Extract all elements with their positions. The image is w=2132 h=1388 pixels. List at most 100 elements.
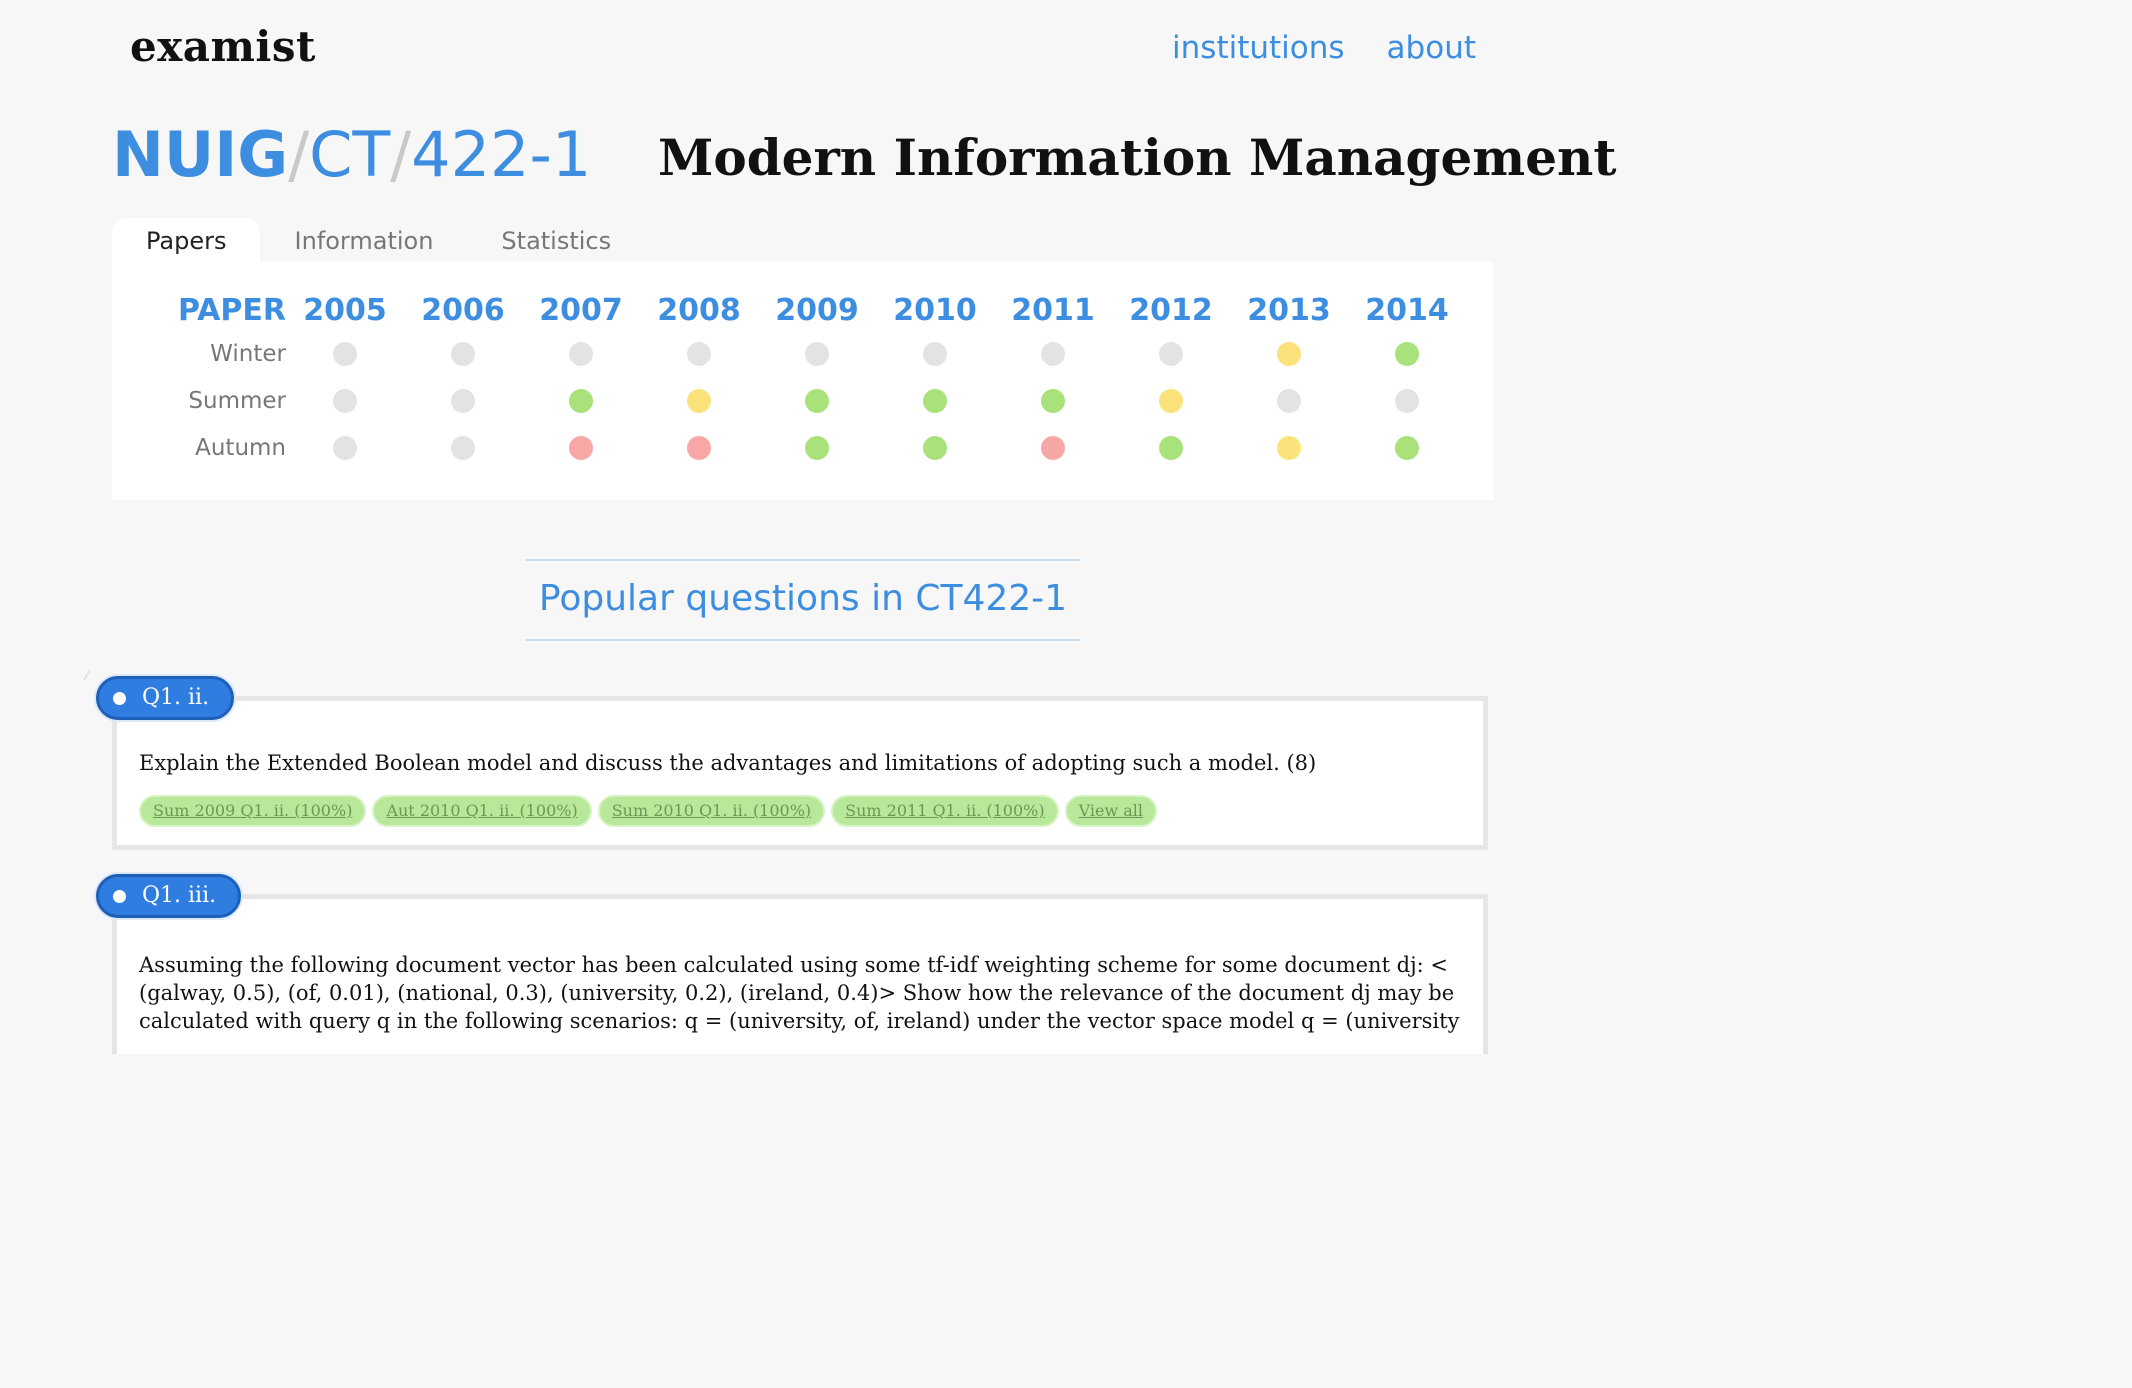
- breadcrumb-course[interactable]: 422-1: [411, 118, 592, 191]
- year-header: 2007: [539, 292, 623, 328]
- paper-cell: [522, 424, 640, 471]
- brand-logo[interactable]: examist: [130, 22, 316, 71]
- bullet-icon: [113, 889, 126, 903]
- question-card: Assuming the following document vector h…: [112, 894, 1488, 1054]
- paper-status-dot[interactable]: [451, 341, 475, 366]
- paper-cell: [758, 424, 876, 471]
- papers-panel: [112, 262, 1494, 500]
- paper-status-dot[interactable]: [1277, 435, 1301, 460]
- paper-cell: [640, 377, 758, 424]
- card-fold-decoration: [83, 670, 101, 680]
- paper-status-dot[interactable]: [333, 341, 357, 366]
- question-card: Explain the Extended Boolean model and d…: [112, 696, 1488, 850]
- top-nav: institutions about: [1172, 30, 1476, 66]
- occurrence-chip[interactable]: Sum 2011 Q1. ii. (100%): [831, 795, 1059, 827]
- tab-papers[interactable]: Papers: [112, 218, 261, 264]
- paper-cell: [404, 424, 522, 471]
- paper-status-dot[interactable]: [687, 341, 711, 366]
- question-text: Explain the Extended Boolean model and d…: [139, 751, 1317, 775]
- paper-cell: [1112, 377, 1230, 424]
- question-tag[interactable]: Q1. iii.: [96, 874, 242, 918]
- year-header: 2013: [1247, 292, 1331, 328]
- paper-status-dot[interactable]: [1395, 388, 1419, 413]
- session-label: Autumn: [195, 434, 286, 461]
- paper-cell: [1112, 330, 1230, 377]
- paper-column-header: PAPER: [177, 292, 286, 328]
- paper-status-dot[interactable]: [1159, 341, 1183, 366]
- paper-cell: [640, 424, 758, 471]
- question-tag-label: Q1. ii.: [142, 685, 210, 710]
- paper-status-dot[interactable]: [569, 388, 593, 413]
- paper-cell: [994, 377, 1112, 424]
- occurrence-chip[interactable]: Sum 2009 Q1. ii. (100%): [139, 795, 367, 827]
- paper-cell: [758, 330, 876, 377]
- popular-questions-heading: Popular questions in CT422-1: [526, 559, 1080, 641]
- breadcrumb-separator: /: [288, 118, 310, 191]
- occurrence-chips: Sum 2009 Q1. ii. (100%) Aut 2010 Q1. ii. …: [139, 795, 1158, 827]
- session-label: Winter: [210, 340, 286, 367]
- paper-status-dot[interactable]: [569, 435, 593, 460]
- paper-status-dot[interactable]: [1041, 435, 1065, 460]
- paper-cell: [876, 377, 994, 424]
- breadcrumb-department[interactable]: CT: [309, 118, 391, 191]
- course-title: Modern Information Management: [658, 128, 1617, 187]
- paper-status-dot[interactable]: [1159, 388, 1183, 413]
- tab-statistics[interactable]: Statistics: [501, 227, 612, 255]
- paper-status-dot[interactable]: [805, 388, 829, 413]
- paper-status-dot[interactable]: [687, 435, 711, 460]
- year-header: 2009: [775, 292, 859, 328]
- paper-status-dot[interactable]: [805, 435, 829, 460]
- breadcrumb-institution[interactable]: NUIG: [112, 118, 289, 191]
- paper-status-dot[interactable]: [923, 388, 947, 413]
- paper-status-dot[interactable]: [1041, 341, 1065, 366]
- paper-cell: [994, 424, 1112, 471]
- paper-status-dot[interactable]: [451, 435, 475, 460]
- year-header: 2012: [1129, 292, 1213, 328]
- paper-status-dot[interactable]: [1041, 388, 1065, 413]
- view-all-link[interactable]: View all: [1064, 795, 1158, 827]
- paper-status-dot[interactable]: [1395, 435, 1419, 460]
- course-tabs: Papers Information Statistics: [112, 218, 645, 264]
- paper-cell: [1230, 330, 1348, 377]
- paper-status-dot[interactable]: [451, 388, 475, 413]
- paper-cell: [758, 377, 876, 424]
- question-tag[interactable]: Q1. ii.: [96, 676, 235, 720]
- paper-cell: [1348, 330, 1466, 377]
- occurrence-chip[interactable]: Sum 2010 Q1. ii. (100%): [597, 795, 826, 827]
- paper-cell: [286, 377, 404, 424]
- paper-cell: [404, 330, 522, 377]
- paper-status-dot[interactable]: [805, 341, 829, 366]
- breadcrumb-separator: /: [390, 118, 412, 191]
- year-header: 2011: [1011, 292, 1095, 328]
- occurrence-chip[interactable]: Aut 2010 Q1. ii. (100%): [372, 795, 592, 827]
- bullet-icon: [113, 691, 126, 705]
- question-tag-label: Q1. iii.: [142, 883, 217, 908]
- paper-cell: [1230, 377, 1348, 424]
- nav-about-link[interactable]: about: [1386, 30, 1476, 66]
- paper-status-dot[interactable]: [1159, 435, 1183, 460]
- year-header: 2005: [303, 292, 387, 328]
- paper-cell: [994, 330, 1112, 377]
- papers-grid: PAPER 2005 2006 2007 2008 2009 2010 2011 2012 20…: [150, 290, 1466, 471]
- paper-cell: [1348, 377, 1466, 424]
- paper-status-dot[interactable]: [923, 341, 947, 366]
- question-text: Assuming the following document vector h…: [139, 953, 1460, 1033]
- paper-cell: [876, 424, 994, 471]
- paper-cell: [404, 377, 522, 424]
- year-header: 2008: [657, 292, 741, 328]
- paper-status-dot[interactable]: [923, 435, 947, 460]
- paper-status-dot[interactable]: [1277, 388, 1301, 413]
- paper-status-dot[interactable]: [687, 388, 711, 413]
- nav-institutions-link[interactable]: institutions: [1172, 30, 1345, 66]
- year-header: 2014: [1365, 292, 1449, 328]
- paper-cell: [522, 330, 640, 377]
- paper-status-dot[interactable]: [1277, 341, 1301, 366]
- tab-information[interactable]: Information: [294, 227, 434, 255]
- paper-cell: [286, 330, 404, 377]
- paper-status-dot[interactable]: [1395, 341, 1419, 366]
- session-row: Summer: [150, 377, 1466, 424]
- paper-status-dot[interactable]: [569, 341, 593, 366]
- year-header: 2006: [421, 292, 505, 328]
- paper-status-dot[interactable]: [333, 388, 357, 413]
- paper-status-dot[interactable]: [333, 435, 357, 460]
